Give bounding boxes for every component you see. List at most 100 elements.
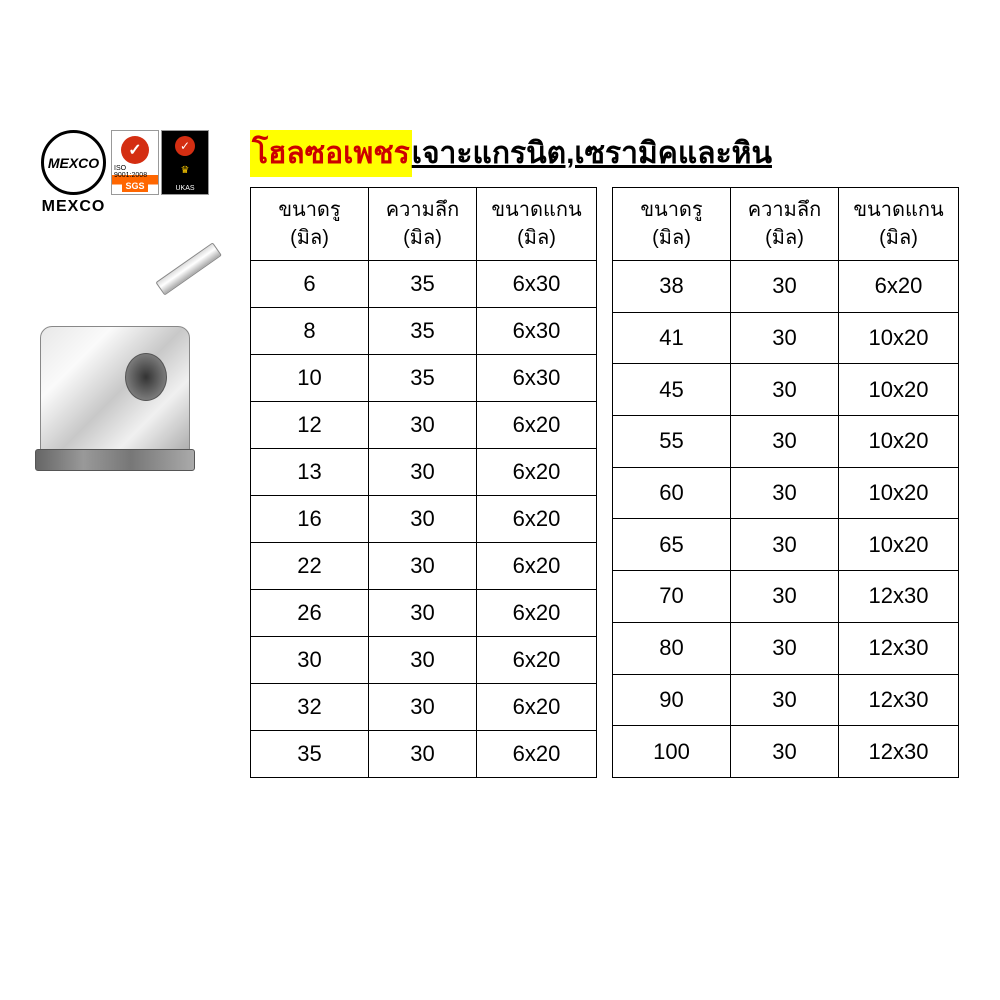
- cell-size: 16: [251, 496, 369, 543]
- cell-size: 55: [613, 416, 731, 468]
- mexco-circle-icon: MEXCO: [41, 130, 106, 195]
- cell-size: 10: [251, 355, 369, 402]
- table-row: 8356x30: [251, 308, 597, 355]
- table-row: 6356x30: [251, 261, 597, 308]
- cell-depth: 30: [731, 312, 839, 364]
- cell-depth: 30: [731, 622, 839, 674]
- cell-depth: 30: [731, 519, 839, 571]
- sgs-badge: ✓ ISO 9001:2008 SGS: [111, 130, 159, 195]
- cell-shank: 6x20: [477, 402, 597, 449]
- cell-depth: 30: [731, 571, 839, 623]
- table-row: 603010x20: [613, 467, 959, 519]
- header-shank: ขนาดแกน(มิล): [477, 188, 597, 261]
- cell-size: 38: [613, 261, 731, 313]
- spec-tables: ขนาดรู(มิล) ความลึก(มิล) ขนาดแกน(มิล) 63…: [250, 187, 990, 778]
- cell-shank: 12x30: [839, 622, 959, 674]
- cell-depth: 35: [369, 261, 477, 308]
- cell-depth: 30: [731, 674, 839, 726]
- cell-size: 45: [613, 364, 731, 416]
- cell-size: 80: [613, 622, 731, 674]
- cell-depth: 30: [369, 496, 477, 543]
- cell-depth: 30: [369, 590, 477, 637]
- cell-size: 26: [251, 590, 369, 637]
- drill-diamond-rim: [35, 449, 195, 471]
- cell-shank: 6x20: [477, 590, 597, 637]
- cell-depth: 30: [369, 684, 477, 731]
- check-icon: ✓: [121, 136, 149, 164]
- crown-icon: ♛: [181, 165, 190, 176]
- cell-depth: 30: [369, 449, 477, 496]
- cell-shank: 6x30: [477, 261, 597, 308]
- table-row: 16306x20: [251, 496, 597, 543]
- cell-shank: 10x20: [839, 519, 959, 571]
- cell-depth: 30: [731, 467, 839, 519]
- certification-badges: ✓ ISO 9001:2008 SGS ✓ ♛ UKAS: [111, 130, 209, 195]
- cell-depth: 35: [369, 355, 477, 402]
- cell-depth: 30: [731, 261, 839, 313]
- cell-shank: 6x20: [477, 543, 597, 590]
- cell-size: 8: [251, 308, 369, 355]
- cell-shank: 6x20: [477, 637, 597, 684]
- cell-shank: 6x20: [477, 684, 597, 731]
- cell-shank: 6x30: [477, 308, 597, 355]
- cell-size: 32: [251, 684, 369, 731]
- drill-shank: [155, 242, 222, 295]
- cell-size: 70: [613, 571, 731, 623]
- spec-table-left: ขนาดรู(มิล) ความลึก(มิล) ขนาดแกน(มิล) 63…: [250, 187, 597, 778]
- cell-depth: 30: [731, 726, 839, 778]
- cell-shank: 6x20: [839, 261, 959, 313]
- cell-size: 22: [251, 543, 369, 590]
- product-image: [20, 266, 230, 476]
- table-row: 30306x20: [251, 637, 597, 684]
- product-title: โฮลซอเพชร เจาะแกรนิต,เซรามิคและหิน: [250, 130, 990, 177]
- table-header-row: ขนาดรู(มิล) ความลึก(มิล) ขนาดแกน(มิล): [251, 188, 597, 261]
- mexco-brand-text: MEXCO: [42, 198, 106, 216]
- header-size: ขนาดรู(มิล): [613, 188, 731, 261]
- cell-size: 90: [613, 674, 731, 726]
- mexco-logo: MEXCO MEXCO: [41, 130, 106, 216]
- cell-shank: 6x30: [477, 355, 597, 402]
- sgs-label: SGS: [122, 180, 147, 192]
- cell-shank: 10x20: [839, 364, 959, 416]
- table-row: 653010x20: [613, 519, 959, 571]
- table-row: 12306x20: [251, 402, 597, 449]
- table-row: 803012x30: [613, 622, 959, 674]
- cell-shank: 12x30: [839, 726, 959, 778]
- cell-shank: 12x30: [839, 571, 959, 623]
- header-shank: ขนาดแกน(มิล): [839, 188, 959, 261]
- table-row: 903012x30: [613, 674, 959, 726]
- cell-size: 6: [251, 261, 369, 308]
- table-row: 38306x20: [613, 261, 959, 313]
- cell-size: 41: [613, 312, 731, 364]
- table-row: 13306x20: [251, 449, 597, 496]
- cell-depth: 30: [369, 637, 477, 684]
- sgs-iso-text: ISO 9001:2008: [114, 165, 156, 179]
- cell-size: 13: [251, 449, 369, 496]
- cell-shank: 12x30: [839, 674, 959, 726]
- cell-shank: 10x20: [839, 467, 959, 519]
- table-row: 22306x20: [251, 543, 597, 590]
- cell-size: 60: [613, 467, 731, 519]
- title-highlight: โฮลซอเพชร: [250, 130, 412, 177]
- table-row: 10356x30: [251, 355, 597, 402]
- cell-size: 12: [251, 402, 369, 449]
- table-row: 26306x20: [251, 590, 597, 637]
- drill-body: [40, 326, 190, 466]
- table-header-row: ขนาดรู(มิล) ความลึก(มิล) ขนาดแกน(มิล): [613, 188, 959, 261]
- header-depth: ความลึก(มิล): [369, 188, 477, 261]
- cell-depth: 35: [369, 308, 477, 355]
- table-row: 453010x20: [613, 364, 959, 416]
- table-row: 553010x20: [613, 416, 959, 468]
- left-column: MEXCO MEXCO ✓ ISO 9001:2008 SGS ✓ ♛ UKAS: [10, 130, 240, 778]
- cell-shank: 6x20: [477, 449, 597, 496]
- table-row: 1003012x30: [613, 726, 959, 778]
- logo-row: MEXCO MEXCO ✓ ISO 9001:2008 SGS ✓ ♛ UKAS: [41, 130, 209, 216]
- check-icon: ✓: [175, 136, 195, 156]
- ukas-label: UKAS: [175, 185, 194, 192]
- cell-size: 35: [251, 731, 369, 778]
- spec-table-right: ขนาดรู(มิล) ความลึก(มิล) ขนาดแกน(มิล) 38…: [612, 187, 959, 778]
- header-depth: ความลึก(มิล): [731, 188, 839, 261]
- cell-shank: 6x20: [477, 731, 597, 778]
- table-row: 413010x20: [613, 312, 959, 364]
- header-size: ขนาดรู(มิล): [251, 188, 369, 261]
